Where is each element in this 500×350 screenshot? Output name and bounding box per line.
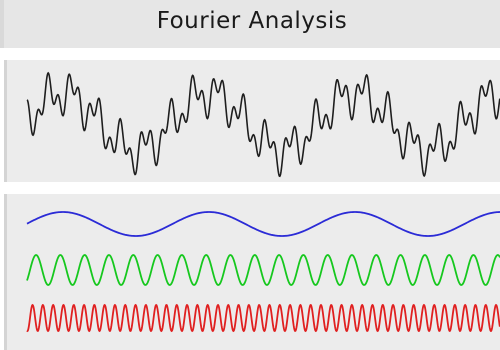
composite-waveform	[26, 71, 500, 178]
composite-signal-plot	[26, 71, 500, 178]
diagram-title: Fourier Analysis	[156, 8, 348, 34]
component-waves-plot	[26, 211, 500, 333]
title-bar: Fourier Analysis	[0, 0, 500, 48]
component-waves-panel	[4, 194, 500, 350]
composite-signal-panel	[4, 60, 500, 182]
low-frequency-wave	[26, 211, 500, 237]
mid-frequency-wave	[26, 254, 500, 286]
high-frequency-wave	[26, 303, 500, 333]
